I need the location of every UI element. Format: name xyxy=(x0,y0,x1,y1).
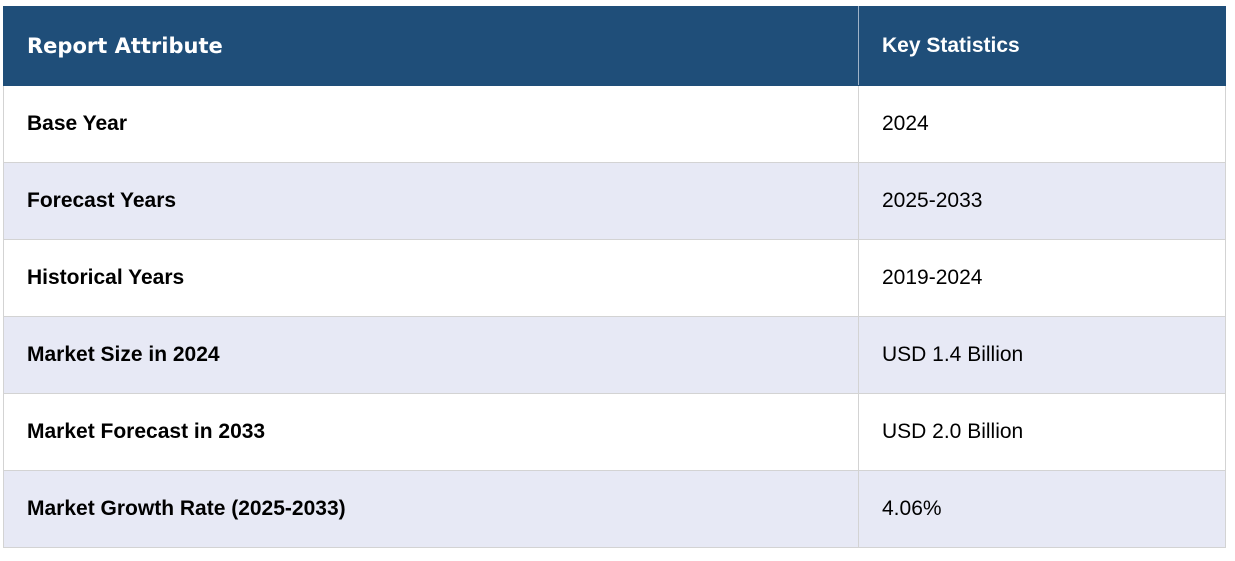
report-statistics-table: Report Attribute Key Statistics Base Yea… xyxy=(3,6,1226,548)
row-attribute: Historical Years xyxy=(3,239,859,317)
table-row: Forecast Years 2025-2033 xyxy=(3,162,1226,240)
row-value: USD 1.4 Billion xyxy=(858,316,1226,394)
table-body: Base Year 2024 Forecast Years 2025-2033 … xyxy=(3,85,1226,548)
row-value: 2019-2024 xyxy=(858,239,1226,317)
header-key-statistics: Key Statistics xyxy=(858,6,1226,86)
table-header: Report Attribute Key Statistics xyxy=(3,6,1226,86)
row-value: 4.06% xyxy=(858,470,1226,548)
row-value: 2024 xyxy=(858,85,1226,163)
row-value: 2025-2033 xyxy=(858,162,1226,240)
report-table-container: Report Attribute Key Statistics Base Yea… xyxy=(3,6,1226,548)
header-row: Report Attribute Key Statistics xyxy=(3,6,1226,86)
row-attribute: Market Growth Rate (2025-2033) xyxy=(3,470,859,548)
table-row: Market Size in 2024 USD 1.4 Billion xyxy=(3,316,1226,394)
table-row: Historical Years 2019-2024 xyxy=(3,239,1226,317)
header-report-attribute: Report Attribute xyxy=(3,6,859,86)
row-attribute: Forecast Years xyxy=(3,162,859,240)
row-attribute: Market Forecast in 2033 xyxy=(3,393,859,471)
row-attribute: Market Size in 2024 xyxy=(3,316,859,394)
table-row: Market Forecast in 2033 USD 2.0 Billion xyxy=(3,393,1226,471)
table-row: Base Year 2024 xyxy=(3,85,1226,163)
row-attribute: Base Year xyxy=(3,85,859,163)
row-value: USD 2.0 Billion xyxy=(858,393,1226,471)
table-row: Market Growth Rate (2025-2033) 4.06% xyxy=(3,470,1226,548)
